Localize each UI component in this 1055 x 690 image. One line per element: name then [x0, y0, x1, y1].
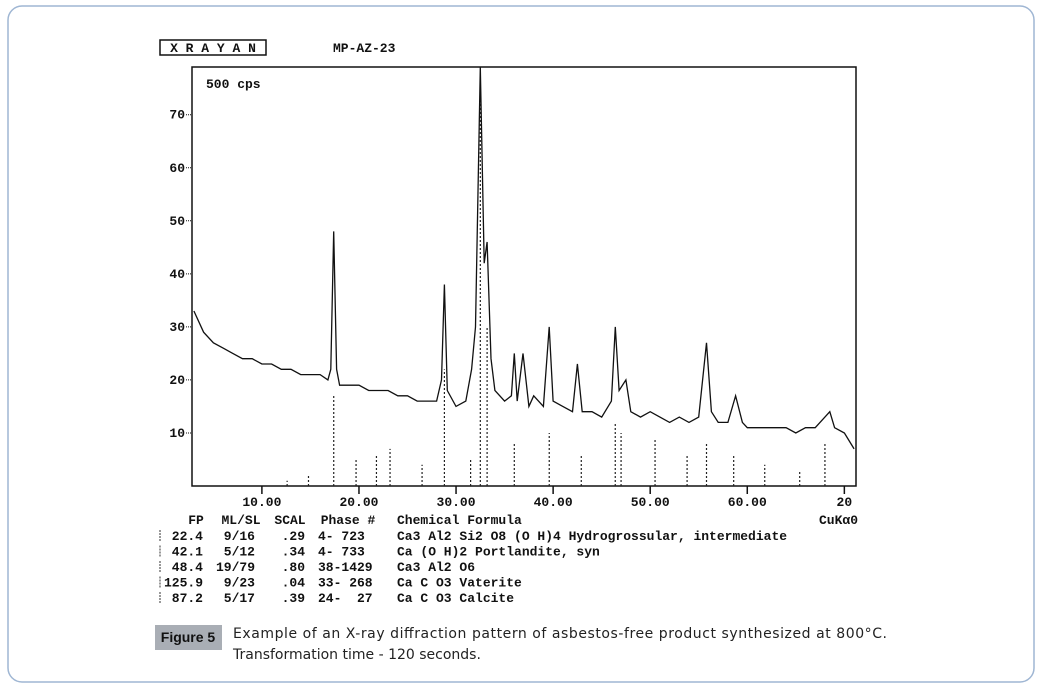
table-cell: 87.2 [172, 591, 203, 606]
table-cell: 4- 723 [318, 529, 365, 544]
x-label: CuKα0 [819, 513, 858, 528]
annotation: 500 cps [206, 77, 261, 92]
table-cell: .29 [282, 529, 306, 544]
x-tick-label: 60.00 [728, 495, 767, 510]
table-header: Chemical Formula [397, 513, 522, 528]
y-tick-label: 70 [169, 108, 185, 123]
table-cell: Ca C O3 Vaterite [397, 576, 522, 591]
table-cell: 22.4 [172, 529, 203, 544]
sample-name: MP-AZ-23 [333, 41, 396, 56]
table-header: SCAL [274, 513, 305, 528]
caption-label: Figure 5 [161, 629, 216, 645]
caption-label-box [155, 625, 222, 650]
table-cell: .04 [282, 576, 306, 591]
table-cell: .34 [282, 545, 306, 560]
table-cell: 4- 733 [318, 545, 365, 560]
y-tick-label: 50 [169, 214, 185, 229]
table-cell: 24- 27 [318, 591, 373, 606]
table-cell: Ca C O3 Calcite [397, 591, 514, 606]
x-tick-label: 40.00 [534, 495, 573, 510]
table-cell: 9/16 [224, 529, 255, 544]
pattern-line [193, 66, 855, 450]
x-tick-label: 20.00 [339, 495, 378, 510]
table-cell: 48.4 [172, 560, 203, 575]
x-tick-label: 10.00 [242, 495, 281, 510]
table-cell: .80 [282, 560, 306, 575]
table-header: Phase # [321, 513, 376, 528]
caption-line: Transformation time - 120 seconds. [232, 647, 481, 663]
y-tick-label: 40 [169, 267, 185, 282]
table-cell: 5/12 [224, 545, 255, 560]
y-tick-label: 60 [169, 161, 185, 176]
table-cell: 42.1 [172, 545, 203, 560]
table-cell: Ca3 Al2 Si2 O8 (O H)4 Hydrogrossular, in… [397, 529, 787, 544]
y-tick-label: 30 [169, 320, 185, 335]
card [7, 5, 1035, 683]
table-cell: 5/17 [224, 591, 255, 606]
table-cell: 38-1429 [318, 560, 373, 575]
caption-line: Example of an X-ray diffraction pattern … [233, 626, 887, 642]
table-cell: Ca3 Al2 O6 [397, 560, 475, 575]
table-header: ML/SL [221, 513, 260, 528]
x-tick-label: 30.00 [437, 495, 476, 510]
y-tick-label: 10 [169, 426, 185, 441]
logo: X R A Y A N [170, 41, 256, 56]
x-tick-label: 20 [837, 495, 853, 510]
table-cell: 33- 268 [318, 576, 373, 591]
table-cell: 9/23 [224, 576, 255, 591]
y-tick-label: 20 [169, 373, 185, 388]
table-cell: 125.9 [164, 576, 203, 591]
plot-frame [191, 66, 857, 487]
table-header: FP [188, 513, 204, 528]
table-cell: Ca (O H)2 Portlandite, syn [397, 545, 600, 560]
logo-box [159, 39, 267, 56]
table-cell: 19/79 [216, 560, 255, 575]
table-cell: .39 [282, 591, 306, 606]
x-tick-label: 50.00 [631, 495, 670, 510]
